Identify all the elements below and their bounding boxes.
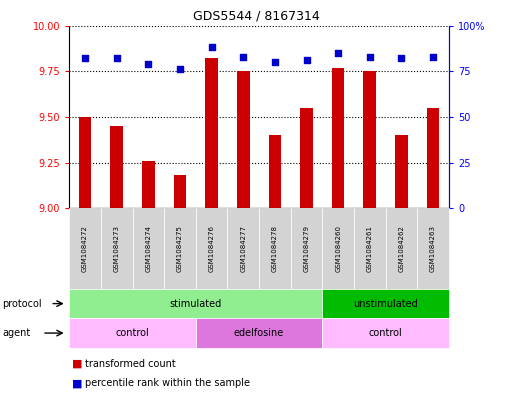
Point: [81, 55, 89, 62]
Bar: [237, 71, 249, 208]
Text: percentile rank within the sample: percentile rank within the sample: [85, 378, 250, 388]
Bar: [79, 117, 91, 208]
Text: GSM1084261: GSM1084261: [367, 225, 373, 272]
Point: [429, 53, 437, 60]
Text: GSM1084279: GSM1084279: [304, 225, 309, 272]
Point: [207, 44, 215, 51]
Text: transformed count: transformed count: [85, 358, 175, 369]
Bar: [173, 175, 186, 208]
Text: protocol: protocol: [3, 299, 42, 309]
Text: unstimulated: unstimulated: [353, 299, 418, 309]
Point: [113, 55, 121, 62]
Bar: [205, 59, 218, 208]
Text: GSM1084277: GSM1084277: [240, 225, 246, 272]
Bar: [427, 108, 439, 208]
Text: GSM1084276: GSM1084276: [209, 225, 214, 272]
Bar: [110, 126, 123, 208]
Text: GSM1084275: GSM1084275: [177, 225, 183, 272]
Bar: [332, 68, 344, 208]
Point: [366, 53, 374, 60]
Text: GSM1084262: GSM1084262: [399, 225, 404, 272]
Point: [397, 55, 405, 62]
Bar: [300, 108, 313, 208]
Bar: [395, 135, 408, 208]
Text: agent: agent: [3, 328, 31, 338]
Text: GSM1084278: GSM1084278: [272, 225, 278, 272]
Text: edelfosine: edelfosine: [234, 328, 284, 338]
Text: control: control: [115, 328, 149, 338]
Point: [271, 59, 279, 65]
Text: ■: ■: [72, 358, 82, 369]
Bar: [269, 135, 281, 208]
Text: GSM1084272: GSM1084272: [82, 225, 88, 272]
Point: [176, 66, 184, 73]
Bar: [142, 161, 155, 208]
Text: GSM1084273: GSM1084273: [114, 225, 120, 272]
Bar: [363, 71, 376, 208]
Point: [239, 53, 247, 60]
Point: [144, 61, 152, 67]
Point: [302, 57, 310, 63]
Text: GDS5544 / 8167314: GDS5544 / 8167314: [193, 9, 320, 22]
Text: GSM1084260: GSM1084260: [335, 225, 341, 272]
Point: [334, 50, 342, 56]
Text: control: control: [369, 328, 403, 338]
Text: GSM1084263: GSM1084263: [430, 225, 436, 272]
Text: GSM1084274: GSM1084274: [145, 225, 151, 272]
Text: stimulated: stimulated: [170, 299, 222, 309]
Text: ■: ■: [72, 378, 82, 388]
